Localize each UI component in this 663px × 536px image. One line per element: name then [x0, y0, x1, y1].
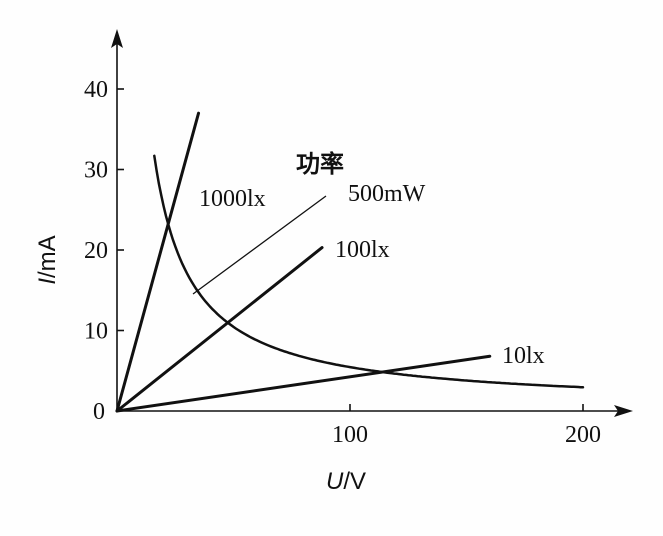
- y-tick-label-40: 40: [84, 77, 108, 103]
- x-tick-label-0: 0: [93, 399, 105, 425]
- power-label: 500mW: [348, 181, 426, 207]
- y-axis-title: I/mA: [34, 235, 61, 284]
- y-axis-unit: /mA: [34, 235, 61, 278]
- ticks: 0 100 200 10 20 30 40: [84, 77, 601, 448]
- series-label-100lx: 100lx: [335, 237, 390, 263]
- series-line-10lx: [115, 354, 492, 413]
- series-label-1000lx: 1000lx: [199, 186, 266, 212]
- y-tick-label-30: 30: [84, 158, 108, 184]
- x-axis-arrow: [614, 405, 633, 417]
- power-leader-line: [192, 195, 327, 295]
- y-tick-label-10: 10: [84, 319, 108, 345]
- x-axis-symbol: U: [326, 468, 344, 495]
- x-tick-label-200: 200: [565, 422, 601, 448]
- power-label-cn: 功率: [296, 150, 344, 178]
- series-lines: [115, 111, 585, 413]
- series-line-100lx: [115, 246, 324, 413]
- x-tick-label-100: 100: [332, 422, 368, 448]
- series-labels: 1000lx 100lx 10lx: [199, 186, 545, 369]
- power-curve: [153, 154, 585, 389]
- series-line-1000lx: [115, 111, 201, 413]
- y-axis-symbol: I: [34, 278, 61, 285]
- x-axis-title: U/V: [326, 468, 366, 495]
- x-axis-unit: /V: [343, 468, 366, 495]
- y-axis-arrow: [111, 29, 123, 48]
- series-label-10lx: 10lx: [502, 343, 545, 369]
- axes: [111, 29, 633, 417]
- y-tick-label-20: 20: [84, 238, 108, 264]
